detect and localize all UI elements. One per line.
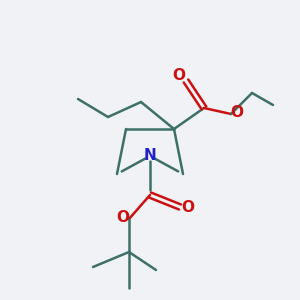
Text: O: O	[230, 105, 244, 120]
Text: O: O	[116, 210, 129, 225]
Text: N: N	[144, 148, 156, 164]
Text: O: O	[181, 200, 194, 214]
Text: O: O	[172, 68, 185, 83]
